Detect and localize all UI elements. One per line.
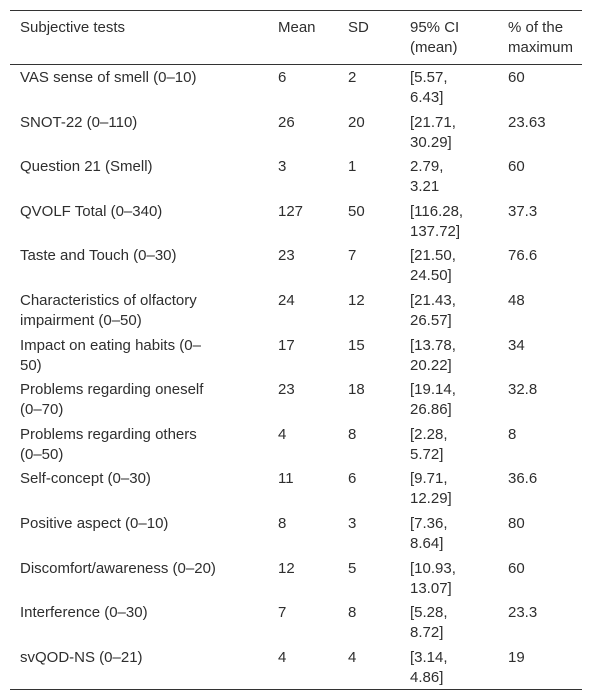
table-cell: 12 [278, 559, 295, 577]
table-cell: 60 [508, 158, 525, 176]
table-row: Self-concept (0–30) 11 6 [9.71, 12.29] 36.6 [10, 466, 582, 511]
header-cell: Mean [278, 19, 316, 36]
results-table: Subjective tests Mean SD 95% CI (mean) % of … [10, 10, 582, 690]
table-cell: 19 [508, 648, 525, 666]
table-cell: 76.6 [508, 247, 538, 265]
table-cell: 26 [278, 113, 295, 131]
table-cell: 8 [278, 514, 287, 532]
header-cell: Subjective tests [20, 19, 126, 36]
table-cell: [19.14, 26.86] [410, 381, 456, 419]
table-cell: Problems regarding oneself (0–70) [20, 381, 204, 419]
table-cell: 37.3 [508, 202, 538, 220]
table-cell: 3 [348, 514, 357, 532]
table-cell: 34 [508, 336, 525, 354]
table-cell: VAS sense of smell (0–10) [20, 69, 197, 86]
table-cell: 32.8 [508, 381, 538, 399]
table-cell: Discomfort/awareness (0–20) [20, 559, 216, 577]
table-cell: 18 [348, 381, 365, 399]
table-cell: 24 [278, 291, 295, 309]
table-row: Interference (0–30) 7 8 [5.28, 8.72] 23.3 [10, 600, 582, 645]
header-row: Subjective tests Mean SD 95% CI (mean) % of … [10, 10, 582, 65]
table-row: Discomfort/awareness (0–20) 12 5 [10.93, 13… [10, 556, 582, 601]
table-row: QVOLF Total (0–340) 127 50 [116.28, 137.72]… [10, 199, 582, 244]
table-cell: Taste and Touch (0–30) [20, 247, 177, 265]
table-cell: 7 [278, 604, 287, 622]
table-cell: [5.57, 6.43] [410, 69, 448, 106]
table-cell: 4 [348, 648, 357, 666]
table-cell: Self-concept (0–30) [20, 470, 151, 488]
table-cell: 60 [508, 69, 525, 86]
header-cell: SD [348, 19, 369, 36]
table-row: SNOT-22 (0–110) 26 20 [21.71, 30.29] 23.63 [10, 110, 582, 155]
table-cell: Positive aspect (0–10) [20, 514, 169, 532]
table-cell: [9.71, 12.29] [410, 470, 452, 508]
table-cell: Interference (0–30) [20, 604, 148, 622]
table-cell: QVOLF Total (0–340) [20, 202, 163, 220]
header-cell: 95% CI (mean) [410, 19, 460, 56]
table-cell: 8 [348, 425, 357, 443]
table-cell: 17 [278, 336, 295, 354]
table-row: Problems regarding others (0–50) 4 8 [2.28,… [10, 422, 582, 467]
table-cell: 8 [348, 604, 357, 622]
table-row: svQOD-NS (0–21) 4 4 [3.14, 4.86] 19 [10, 645, 582, 690]
table-cell: Characteristics of olfactory impairment … [20, 291, 197, 329]
table-cell: [5.28, 8.72] [410, 604, 448, 642]
table-cell: 1 [348, 158, 357, 176]
table-cell: SNOT-22 (0–110) [20, 113, 138, 131]
table-cell: 3 [278, 158, 287, 176]
table-cell: 127 [278, 202, 304, 220]
table-cell: [13.78, 20.22] [410, 336, 456, 374]
table-row: Positive aspect (0–10) 8 3 [7.36, 8.64] 80 [10, 511, 582, 556]
table-row: Characteristics of olfactory impairment … [10, 288, 582, 333]
table-cell: 4 [278, 648, 287, 666]
table-cell: 6 [278, 69, 287, 86]
table-cell: 23.3 [508, 604, 538, 622]
table-cell: svQOD-NS (0–21) [20, 648, 143, 666]
table-cell: 2 [348, 69, 357, 86]
table-cell: 60 [508, 559, 525, 577]
table-cell: [116.28, 137.72] [410, 202, 464, 240]
table-header: Subjective tests Mean SD 95% CI (mean) % of … [10, 10, 582, 65]
table-cell: 23 [278, 247, 295, 265]
table-cell: 6 [348, 470, 357, 488]
table-cell: 23 [278, 381, 295, 399]
table-cell: [21.50, 24.50] [410, 247, 456, 285]
table-cell: 11 [278, 470, 294, 488]
table-cell: 23.63 [508, 113, 546, 131]
header-cell: % of the maximum [508, 19, 574, 56]
table-cell: 80 [508, 514, 525, 532]
table-cell: 50 [348, 202, 365, 220]
table-cell: Impact on eating habits (0–50) [20, 336, 201, 374]
table-cell: [21.43, 26.57] [410, 291, 456, 329]
table-cell: [21.71, 30.29] [410, 113, 456, 151]
table-cell: 36.6 [508, 470, 538, 488]
table-cell: 5 [348, 559, 357, 577]
table-cell: 48 [508, 291, 525, 309]
table-cell: [3.14, 4.86] [410, 648, 448, 686]
table-row: Problems regarding oneself (0–70) 23 18 [19… [10, 377, 582, 422]
table-cell: 12 [348, 291, 365, 309]
table-cell: Question 21 (Smell) [20, 158, 153, 176]
table-row: Question 21 (Smell) 3 1 2.79, 3.21 60 [10, 154, 582, 199]
table-body: VAS sense of smell (0–10) 6 2 [5.57, 6.43] 6… [10, 65, 582, 690]
table-cell: 2.79, 3.21 [410, 158, 444, 196]
table-cell: [2.28, 5.72] [410, 425, 448, 463]
table-row: Impact on eating habits (0–50) 17 15 [13.78… [10, 333, 582, 378]
table-row: Taste and Touch (0–30) 23 7 [21.50, 24.50] 7… [10, 243, 582, 288]
table-cell: 7 [348, 247, 357, 265]
table-cell: 8 [508, 425, 517, 443]
table-cell: Problems regarding others (0–50) [20, 425, 197, 463]
table-cell: [10.93, 13.07] [410, 559, 456, 597]
table-cell: [7.36, 8.64] [410, 514, 448, 552]
table-cell: 20 [348, 113, 365, 131]
table-row: VAS sense of smell (0–10) 6 2 [5.57, 6.43] 6… [10, 65, 582, 110]
table-cell: 15 [348, 336, 365, 354]
table-cell: 4 [278, 425, 287, 443]
